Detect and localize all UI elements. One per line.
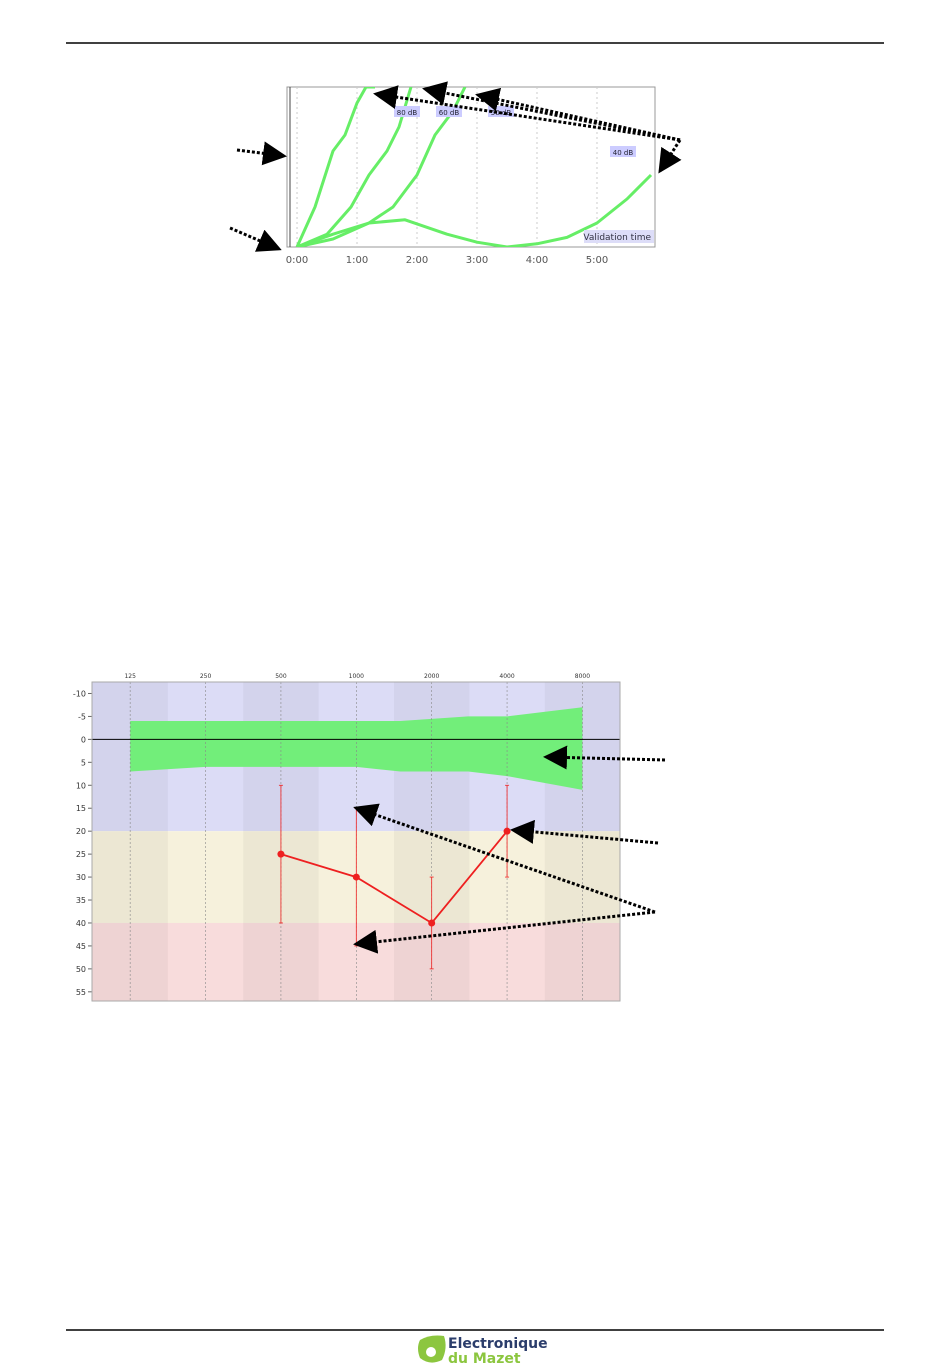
y-tick-label: 45 [76,942,86,951]
x-tick-label: 125 [124,673,136,680]
y-tick-label: 15 [76,804,86,813]
series-line [296,87,413,247]
y-tick-label: 40 [76,919,86,928]
y-tick-label: 30 [76,873,86,882]
x-axis-label: Validation time [583,233,651,243]
arrow [229,226,282,252]
x-tick-label: 1000 [349,673,364,680]
x-tick-label: 0:00 [286,255,308,266]
x-tick-label: 2:00 [406,255,428,266]
y-tick-label: 50 [76,965,86,974]
logo: Electronique du Mazet [418,1335,548,1367]
arrow [236,141,287,166]
point [352,873,360,881]
y-tick-label: -5 [78,712,86,721]
x-tick-label: 3:00 [466,255,488,266]
y-tick-label: -10 [73,689,86,698]
arrow [353,910,656,954]
logo-text: Electronique [448,1336,548,1352]
arrow [658,139,682,174]
arrow [510,819,659,845]
series-label-box [394,106,420,117]
y-tick-label: 25 [76,850,86,859]
x-tick-label: 5:00 [586,255,608,266]
series-line [295,87,375,247]
normal-band [130,707,583,790]
point [503,827,511,835]
axis-label-box [584,230,654,243]
x-tick-label: 2000 [424,673,439,680]
arrows [229,81,682,954]
y-tick-label: 10 [76,781,86,790]
series-label-box [610,146,636,157]
x-tick-label: 250 [200,673,212,680]
y-tick-label: 35 [76,896,86,905]
y-tick-label: 20 [76,827,86,836]
point [428,919,436,927]
series-label: 40 dB [613,149,634,157]
series-line [296,173,653,247]
plot-area [286,86,656,248]
arrow [422,81,681,142]
x-tick-label: 1:00 [346,255,368,266]
x-tick-label: 4:00 [526,255,548,266]
series-label-box [436,106,462,117]
point [277,850,285,858]
plot-frame [91,681,621,1002]
arrow [475,87,681,142]
logo-text: du Mazet [448,1351,521,1367]
y-tick-label: 5 [81,758,86,767]
x-tick-label: 8000 [575,673,590,680]
y-tick-label: 0 [81,735,86,744]
series-label: 60 dB [439,109,460,117]
arrow [353,803,656,914]
series-label: 80 dB [397,109,418,117]
plot [92,682,620,1001]
series-line [280,830,508,925]
x-tick-label: 4000 [499,673,514,680]
x-tick-label: 500 [275,673,287,680]
y-tick-label: 55 [76,988,86,997]
